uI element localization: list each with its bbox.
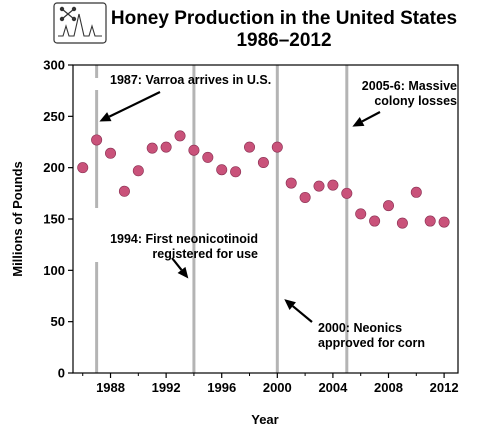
x-tick-label: 2012 [430,380,459,395]
data-point-2004 [327,179,339,191]
y-tick-label: 250 [43,109,65,124]
annotation-arrowhead [177,266,189,279]
annotation-arrow [108,91,161,118]
annotations: 1987: Varroa arrives in U.S. 1994: First … [99,73,457,350]
annotation-arrowhead [352,117,365,127]
chart-title-line-2: 1986–2012 [236,30,331,51]
y-tick-label: 150 [43,212,65,227]
data-point-1997 [230,166,242,178]
line-chart-icon [53,2,107,44]
event-lines [95,65,349,373]
y-tick-label: 0 [58,366,65,381]
annotation-arrow [292,305,313,323]
data-point-1988 [105,147,117,159]
y-axis: 0 50 100 150 200 250 300 [43,58,73,381]
annotation-arrow [171,257,183,271]
data-point-2011 [424,215,436,227]
data-point-1989 [118,185,130,197]
data-point-1987 [91,134,103,146]
data-point-1990 [132,165,144,177]
data-point-1991 [146,142,158,154]
y-axis-label: Millions of Pounds [10,161,25,277]
x-axis-label: Year [251,412,278,427]
data-point-1993 [174,130,186,142]
annotation-arrowhead [99,112,112,122]
x-tick-label: 1988 [96,380,125,395]
chart-title-line-1: Honey Production in the United States [111,8,457,29]
annotation-text: 1987: Varroa arrives in U.S. [110,73,271,87]
data-point-2003 [313,180,325,192]
data-point-2001 [285,177,297,189]
annotation-arrow [361,111,381,123]
data-point-1994 [188,144,200,156]
y-tick-label: 100 [43,263,65,278]
annotation-text: 2000: Neonics [318,321,402,335]
annotation-text: 2005-6: Massive [362,79,457,93]
data-point-2012 [438,216,450,228]
annotation-text: approved for corn [318,336,425,350]
data-point-1986 [77,162,89,174]
x-tick-label: 1992 [152,380,181,395]
y-tick-label: 50 [51,314,65,329]
data-point-2009 [396,217,408,229]
data-point-1998 [244,141,256,153]
data-point-2008 [383,200,395,212]
data-point-2007 [369,215,381,227]
x-tick-label: 1996 [207,380,236,395]
data-point-2006 [355,208,367,220]
annotation-text: colony losses [374,94,457,108]
data-point-1999 [257,157,269,169]
x-tick-label: 2004 [318,380,348,395]
annotation-arrowhead [284,299,296,310]
annotation-text: registered for use [152,247,258,261]
data-point-1995 [202,151,214,163]
x-tick-label: 2008 [374,380,403,395]
data-point-1996 [216,164,228,176]
data-points [77,130,450,229]
data-point-2010 [410,186,422,198]
x-tick-label: 2000 [263,380,292,395]
y-tick-label: 200 [43,160,65,175]
data-point-1992 [160,141,172,153]
y-tick-label: 300 [43,58,65,73]
x-axis: 1988 1992 1996 2000 2004 2008 2012 [82,373,459,395]
data-point-2000 [271,141,283,153]
annotation-text: 1994: First neonicotinoid [110,232,258,246]
data-point-2005 [341,187,353,199]
data-point-2002 [299,191,311,203]
